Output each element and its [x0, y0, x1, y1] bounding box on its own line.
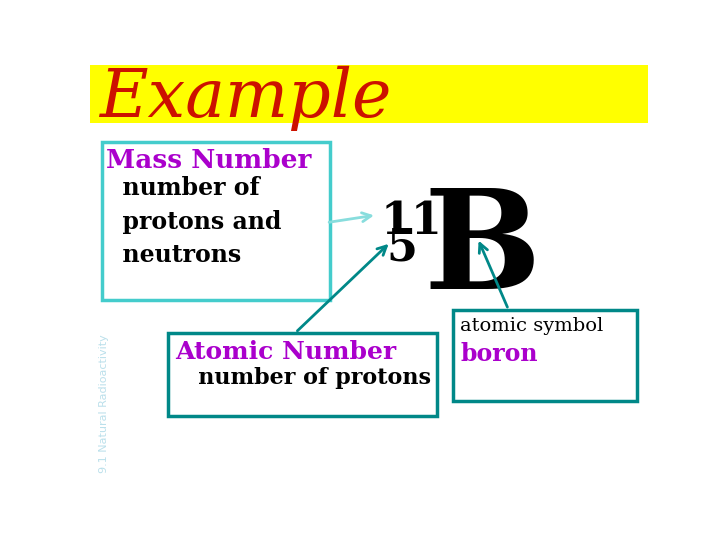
- Text: boron: boron: [461, 342, 538, 366]
- FancyBboxPatch shape: [168, 333, 437, 416]
- FancyBboxPatch shape: [453, 309, 637, 401]
- Text: atomic symbol: atomic symbol: [461, 318, 603, 335]
- Text: B: B: [423, 184, 541, 318]
- Text: Atomic Number: Atomic Number: [175, 340, 397, 364]
- Text: Mass Number: Mass Number: [106, 148, 311, 173]
- Text: 9.1 Natural Radioactivity: 9.1 Natural Radioactivity: [99, 334, 109, 473]
- Text: 5: 5: [387, 226, 418, 269]
- FancyBboxPatch shape: [90, 65, 648, 123]
- FancyBboxPatch shape: [102, 142, 330, 300]
- Text: number of
  protons and
  neutrons: number of protons and neutrons: [106, 177, 281, 267]
- Text: 11: 11: [381, 200, 442, 242]
- Text: number of protons: number of protons: [175, 367, 431, 389]
- Text: Example: Example: [99, 66, 392, 131]
